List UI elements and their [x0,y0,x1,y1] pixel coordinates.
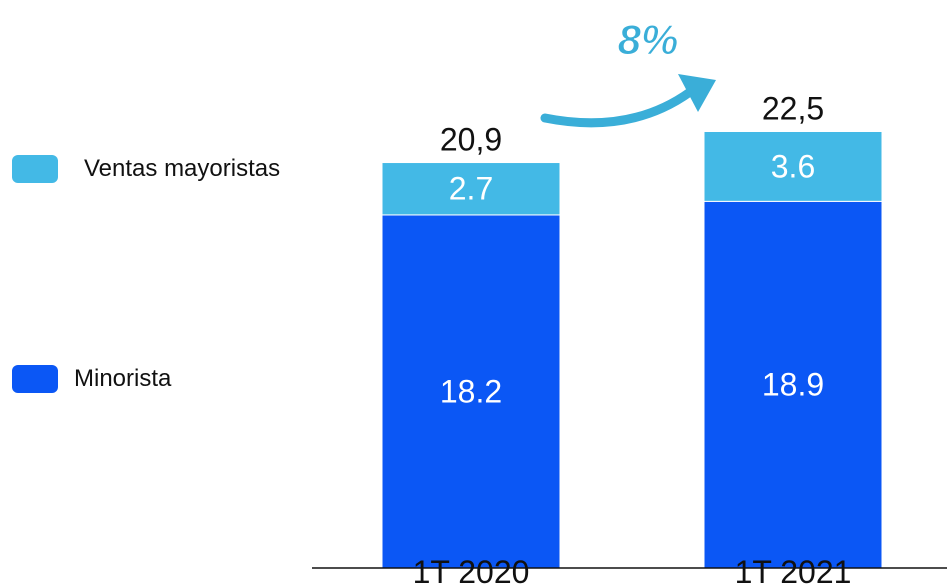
bar-ventas-mayoristas-1 [703,131,883,202]
growth-arrow-head-icon [678,74,716,112]
growth-arrow-icon [540,87,695,128]
bar-ventas-mayoristas-0 [381,162,561,216]
value-label-minorista-0: 18.2 [440,373,502,409]
value-label-minorista-1: 18.9 [762,367,824,403]
x-tick-label-0: 1T 2020 [413,554,530,587]
value-label-ventas-mayoristas-1: 3.6 [771,148,815,184]
growth-annotation: 8% [540,16,716,128]
labels-group: 18.2 2.7 20,9 1T 2020 18.9 3.6 22,5 1T 2021 [413,91,852,587]
legend-swatch-minorista [12,365,58,393]
legend-item-ventas-mayoristas: Ventas mayoristas [12,155,280,183]
legend-item-minorista: Minorista [12,365,171,393]
x-tick-label-1: 1T 2021 [735,554,852,587]
total-label-0: 20,9 [440,122,502,158]
growth-label: 8% [618,16,679,63]
total-label-1: 22,5 [762,91,824,127]
value-label-ventas-mayoristas-0: 2.7 [449,171,493,207]
legend-label-minorista: Minorista [74,365,172,392]
bars-group [381,131,883,569]
bar-minorista-0 [381,214,561,569]
legend-swatch-ventas-mayoristas [12,155,58,183]
legend-label-ventas-mayoristas: Ventas mayoristas [84,155,281,182]
